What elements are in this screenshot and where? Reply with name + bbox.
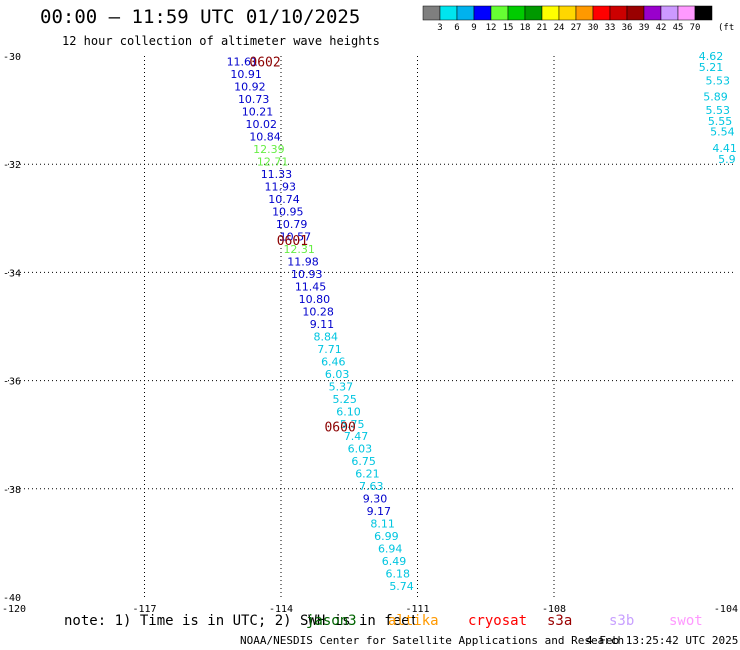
wave-height-value: 5.89 [703, 91, 728, 104]
wave-height-value: 9.11 [310, 318, 335, 331]
wave-height-value: 6.03 [348, 443, 373, 456]
wave-height-value: 7.71 [317, 343, 342, 356]
wave-height-value: 7.63 [359, 480, 384, 493]
colorbar-tick-label: 27 [571, 23, 582, 33]
wave-height-value: 10.28 [302, 305, 334, 318]
wave-height-value: 5.25 [332, 393, 357, 406]
colorbar-tick-label: 33 [605, 23, 616, 33]
wave-height-value: 10.95 [272, 205, 304, 218]
color-swatch [694, 5, 713, 21]
colorbar-tick-label: 3 [437, 23, 442, 33]
wave-height-value: 11.33 [261, 168, 293, 181]
wave-height-value: 6.21 [355, 468, 380, 481]
wave-height-value: 10.92 [234, 80, 266, 93]
colorbar-tick-label: 36 [622, 23, 633, 33]
wave-height-value: 10.91 [230, 68, 262, 81]
wave-height-value: 12.31 [283, 243, 315, 256]
wave-height-value: 5.74 [389, 580, 414, 593]
x-tick-label: -104 [714, 604, 738, 615]
wave-height-value: 7.47 [344, 430, 369, 443]
y-tick-label: -40 [3, 593, 21, 604]
wave-height-value: 10.74 [268, 193, 300, 206]
wave-height-value: 5.9 [718, 153, 736, 166]
satellite-label-cryosat: cryosat [468, 613, 528, 629]
colorbar-tick-label: 24 [554, 23, 565, 33]
colorbar-tick-label: 45 [673, 23, 684, 33]
wave-height-value: 9.17 [367, 505, 392, 518]
wave-height-value: 4.41 [712, 142, 737, 155]
x-tick-label: -117 [132, 604, 156, 615]
colorbar-tick-label: 70 [690, 23, 701, 33]
pass-time-label: 0602 [249, 55, 280, 70]
satellite-label-altika: altika [388, 613, 439, 629]
wave-height-value: 11.61 [227, 55, 259, 68]
wave-height-value: 10.84 [249, 130, 281, 143]
satellite-label-swot: swot [669, 613, 703, 629]
y-tick-label: -30 [3, 52, 21, 63]
colorbar-tick-label: 18 [520, 23, 531, 33]
wave-height-value: 6.94 [378, 543, 403, 556]
wave-height-value: 5.53 [706, 104, 731, 117]
wave-height-value: 5.75 [340, 418, 365, 431]
wave-height-value: 5.37 [329, 380, 354, 393]
wave-height-value: 5.54 [710, 126, 735, 139]
colorbar-tick-label: 42 [656, 23, 667, 33]
wave-height-value: 5.21 [699, 61, 724, 74]
wave-height-value: 6.10 [336, 405, 361, 418]
colorbar-tick-label: 6 [454, 23, 459, 33]
wave-height-value: 11.45 [295, 280, 327, 293]
wave-height-value: 8.11 [370, 518, 395, 531]
wave-height-value: 6.18 [386, 568, 411, 581]
wave-height-value: 12.71 [257, 155, 289, 168]
wave-height-value: 6.99 [374, 530, 399, 543]
wave-height-value: 10.79 [276, 218, 308, 231]
credit-line: NOAA/NESDIS Center for Satellite Applica… [240, 634, 625, 647]
wave-height-value: 6.75 [351, 455, 376, 468]
x-tick-label: -111 [405, 604, 429, 615]
colorbar-tick-label: 21 [537, 23, 548, 33]
chart-title: 00:00 – 11:59 UTC 01/10/2025 [40, 6, 361, 28]
wave-height-value: 8.84 [313, 330, 338, 343]
wave-height-value: 6.49 [382, 555, 407, 568]
x-tick-label: -108 [542, 604, 566, 615]
satellite-label-s3b: s3b [609, 613, 635, 629]
footnote: note: 1) Time is in UTC; 2) SWH is in fe… [64, 613, 419, 629]
wave-height-value: 10.21 [242, 105, 274, 118]
wave-height-value: 11.93 [264, 180, 296, 193]
y-tick-label: -34 [3, 268, 21, 279]
wave-height-value: 6.46 [321, 355, 346, 368]
satellite-label-jason3: jason3 [306, 613, 357, 629]
wave-height-value: 11.98 [287, 255, 319, 268]
colorbar-tick-label: 30 [588, 23, 599, 33]
pass-time-label: 0600 [324, 421, 355, 436]
colorbar-tick-label: 15 [503, 23, 514, 33]
colorbar-tick-label: 39 [639, 23, 650, 33]
wave-height-value: 5.55 [708, 115, 733, 128]
satellite-label-s3a: s3a [547, 613, 573, 629]
pass-time-label: 0601 [277, 234, 308, 249]
wave-height-value: 6.03 [325, 368, 350, 381]
wave-height-value: 10.93 [291, 268, 323, 281]
y-tick-label: -32 [3, 160, 21, 171]
colorbar-tick-label: 9 [471, 23, 476, 33]
chart-subtitle: 12 hour collection of altimeter wave hei… [62, 34, 380, 48]
colorbar-tick-label: 12 [486, 23, 497, 33]
x-tick-label: -120 [2, 604, 26, 615]
wave-height-value: 9.30 [363, 493, 388, 506]
wave-height-value: 10.57 [280, 230, 312, 243]
y-tick-label: -38 [3, 485, 21, 496]
wave-height-value: 10.73 [238, 93, 270, 106]
wave-height-value: 12.39 [253, 143, 285, 156]
wave-height-value: 5.53 [706, 74, 731, 87]
colorbar-unit-label: (ft) [718, 23, 734, 33]
wave-height-value: 10.80 [299, 293, 331, 306]
timestamp: 4 Feb 13:25:42 UTC 2025 [586, 634, 739, 647]
x-tick-label: -114 [269, 604, 293, 615]
wave-height-value: 10.02 [246, 118, 278, 131]
wave-height-value: 4.62 [699, 50, 724, 63]
y-tick-label: -36 [3, 377, 21, 388]
